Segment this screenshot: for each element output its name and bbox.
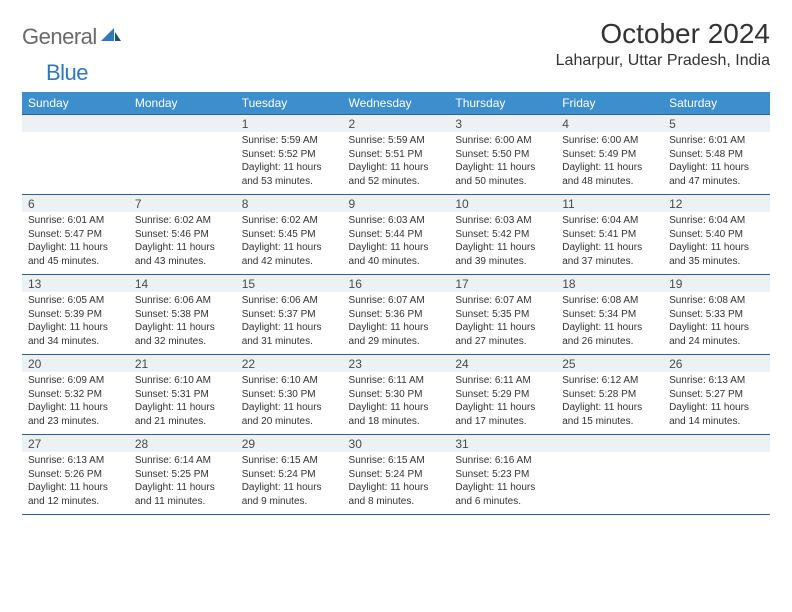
weekday-header: Monday [129, 92, 236, 115]
day-detail-cell: Sunrise: 6:11 AMSunset: 5:30 PMDaylight:… [343, 372, 450, 435]
day-number-cell [663, 435, 770, 453]
day-number-cell: 3 [449, 115, 556, 133]
calendar-page: General October 2024 Laharpur, Uttar Pra… [0, 0, 792, 515]
day-detail-row: Sunrise: 6:01 AMSunset: 5:47 PMDaylight:… [22, 212, 770, 275]
day-number-cell: 5 [663, 115, 770, 133]
day-detail-cell: Sunrise: 6:06 AMSunset: 5:38 PMDaylight:… [129, 292, 236, 355]
title-block: October 2024 Laharpur, Uttar Pradesh, In… [556, 18, 770, 70]
day-number-cell [22, 115, 129, 133]
weekday-header-row: Sunday Monday Tuesday Wednesday Thursday… [22, 92, 770, 115]
calendar-table: Sunday Monday Tuesday Wednesday Thursday… [22, 92, 770, 515]
day-detail-row: Sunrise: 5:59 AMSunset: 5:52 PMDaylight:… [22, 132, 770, 195]
day-number-cell: 15 [236, 275, 343, 293]
day-detail-cell: Sunrise: 6:06 AMSunset: 5:37 PMDaylight:… [236, 292, 343, 355]
day-number-cell: 13 [22, 275, 129, 293]
day-number-cell: 12 [663, 195, 770, 213]
day-number-cell: 25 [556, 355, 663, 373]
day-detail-cell: Sunrise: 6:05 AMSunset: 5:39 PMDaylight:… [22, 292, 129, 355]
calendar-body: 12345Sunrise: 5:59 AMSunset: 5:52 PMDayl… [22, 115, 770, 515]
day-number-cell: 7 [129, 195, 236, 213]
day-number-cell: 29 [236, 435, 343, 453]
day-number-cell: 26 [663, 355, 770, 373]
day-number-cell: 2 [343, 115, 450, 133]
logo-sail-icon [101, 26, 121, 49]
weekday-header: Thursday [449, 92, 556, 115]
day-detail-cell [22, 132, 129, 195]
day-detail-cell: Sunrise: 6:08 AMSunset: 5:33 PMDaylight:… [663, 292, 770, 355]
day-number-cell: 6 [22, 195, 129, 213]
day-detail-cell [663, 452, 770, 515]
day-detail-cell: Sunrise: 6:12 AMSunset: 5:28 PMDaylight:… [556, 372, 663, 435]
logo-text-general: General [22, 24, 97, 50]
day-detail-cell: Sunrise: 6:16 AMSunset: 5:23 PMDaylight:… [449, 452, 556, 515]
day-detail-cell: Sunrise: 6:01 AMSunset: 5:48 PMDaylight:… [663, 132, 770, 195]
day-number-cell: 28 [129, 435, 236, 453]
day-detail-cell: Sunrise: 6:15 AMSunset: 5:24 PMDaylight:… [236, 452, 343, 515]
day-number-cell: 17 [449, 275, 556, 293]
day-detail-cell: Sunrise: 6:07 AMSunset: 5:36 PMDaylight:… [343, 292, 450, 355]
day-detail-cell: Sunrise: 6:04 AMSunset: 5:40 PMDaylight:… [663, 212, 770, 275]
day-detail-cell: Sunrise: 6:13 AMSunset: 5:26 PMDaylight:… [22, 452, 129, 515]
weekday-header: Sunday [22, 92, 129, 115]
day-number-row: 12345 [22, 115, 770, 133]
day-detail-cell [129, 132, 236, 195]
day-number-cell: 10 [449, 195, 556, 213]
weekday-header: Friday [556, 92, 663, 115]
day-number-row: 20212223242526 [22, 355, 770, 373]
day-detail-cell: Sunrise: 6:13 AMSunset: 5:27 PMDaylight:… [663, 372, 770, 435]
day-number-cell [556, 435, 663, 453]
day-number-cell: 27 [22, 435, 129, 453]
logo-text-blue: Blue [46, 60, 88, 86]
day-number-cell: 18 [556, 275, 663, 293]
day-detail-cell: Sunrise: 6:10 AMSunset: 5:30 PMDaylight:… [236, 372, 343, 435]
month-title: October 2024 [556, 18, 770, 50]
day-detail-cell: Sunrise: 6:07 AMSunset: 5:35 PMDaylight:… [449, 292, 556, 355]
day-number-cell: 31 [449, 435, 556, 453]
day-number-cell: 14 [129, 275, 236, 293]
day-number-cell: 9 [343, 195, 450, 213]
day-number-row: 2728293031 [22, 435, 770, 453]
day-detail-cell: Sunrise: 6:00 AMSunset: 5:49 PMDaylight:… [556, 132, 663, 195]
day-detail-cell: Sunrise: 6:10 AMSunset: 5:31 PMDaylight:… [129, 372, 236, 435]
day-number-cell: 20 [22, 355, 129, 373]
day-number-cell: 19 [663, 275, 770, 293]
day-number-cell: 11 [556, 195, 663, 213]
day-number-cell [129, 115, 236, 133]
day-detail-cell: Sunrise: 6:04 AMSunset: 5:41 PMDaylight:… [556, 212, 663, 275]
day-detail-cell: Sunrise: 5:59 AMSunset: 5:51 PMDaylight:… [343, 132, 450, 195]
day-number-cell: 4 [556, 115, 663, 133]
weekday-header: Tuesday [236, 92, 343, 115]
day-number-row: 13141516171819 [22, 275, 770, 293]
day-number-cell: 24 [449, 355, 556, 373]
day-detail-row: Sunrise: 6:05 AMSunset: 5:39 PMDaylight:… [22, 292, 770, 355]
day-detail-row: Sunrise: 6:13 AMSunset: 5:26 PMDaylight:… [22, 452, 770, 515]
day-number-cell: 8 [236, 195, 343, 213]
day-detail-cell: Sunrise: 6:00 AMSunset: 5:50 PMDaylight:… [449, 132, 556, 195]
day-detail-cell: Sunrise: 6:15 AMSunset: 5:24 PMDaylight:… [343, 452, 450, 515]
day-number-cell: 16 [343, 275, 450, 293]
day-detail-cell: Sunrise: 6:03 AMSunset: 5:44 PMDaylight:… [343, 212, 450, 275]
weekday-header: Wednesday [343, 92, 450, 115]
day-detail-row: Sunrise: 6:09 AMSunset: 5:32 PMDaylight:… [22, 372, 770, 435]
brand-logo: General [22, 24, 123, 50]
day-number-cell: 23 [343, 355, 450, 373]
day-detail-cell: Sunrise: 6:14 AMSunset: 5:25 PMDaylight:… [129, 452, 236, 515]
day-detail-cell: Sunrise: 5:59 AMSunset: 5:52 PMDaylight:… [236, 132, 343, 195]
day-detail-cell: Sunrise: 6:03 AMSunset: 5:42 PMDaylight:… [449, 212, 556, 275]
day-number-cell: 22 [236, 355, 343, 373]
day-detail-cell: Sunrise: 6:08 AMSunset: 5:34 PMDaylight:… [556, 292, 663, 355]
day-number-cell: 1 [236, 115, 343, 133]
day-detail-cell: Sunrise: 6:02 AMSunset: 5:45 PMDaylight:… [236, 212, 343, 275]
day-detail-cell: Sunrise: 6:11 AMSunset: 5:29 PMDaylight:… [449, 372, 556, 435]
day-number-cell: 21 [129, 355, 236, 373]
weekday-header: Saturday [663, 92, 770, 115]
day-number-row: 6789101112 [22, 195, 770, 213]
location-subtitle: Laharpur, Uttar Pradesh, India [556, 52, 770, 70]
day-detail-cell [556, 452, 663, 515]
day-detail-cell: Sunrise: 6:02 AMSunset: 5:46 PMDaylight:… [129, 212, 236, 275]
day-number-cell: 30 [343, 435, 450, 453]
day-detail-cell: Sunrise: 6:09 AMSunset: 5:32 PMDaylight:… [22, 372, 129, 435]
day-detail-cell: Sunrise: 6:01 AMSunset: 5:47 PMDaylight:… [22, 212, 129, 275]
